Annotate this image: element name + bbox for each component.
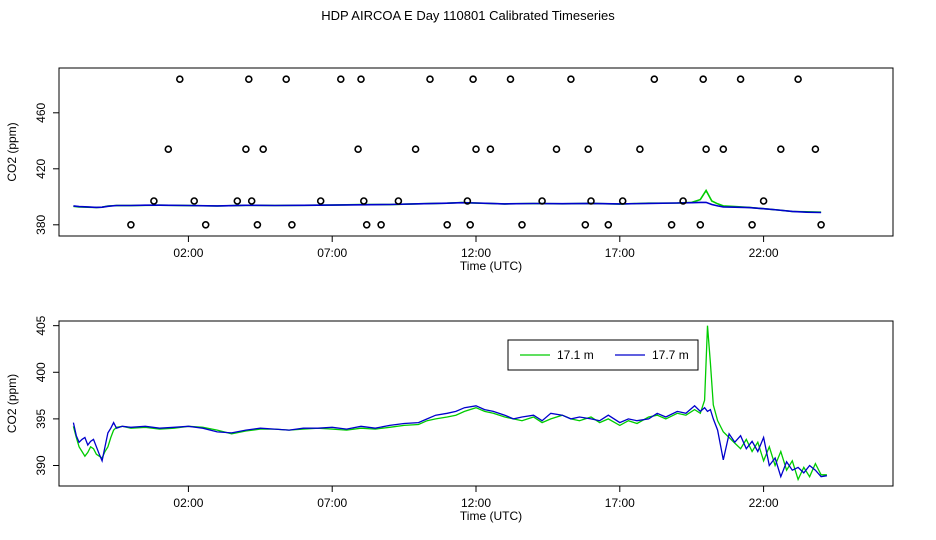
calibration-point: [618, 197, 627, 205]
calibration-point: [127, 221, 135, 229]
calibration-point: [176, 75, 184, 83]
calibration-point: [538, 197, 546, 205]
x-tick-label: 02:00: [173, 496, 203, 510]
calibration-point: [811, 145, 820, 153]
calibration-point: [394, 197, 403, 205]
x-tick-label: 17:00: [605, 496, 635, 510]
calibration-point: [817, 221, 825, 229]
calibration-point: [354, 145, 362, 153]
calibration-point: [776, 145, 785, 153]
calibration-point: [259, 145, 268, 153]
x-tick-label: 22:00: [749, 246, 779, 260]
calibration-point: [463, 197, 472, 205]
calibration-point: [581, 221, 590, 229]
x-axis-title: Time (UTC): [460, 259, 522, 273]
y-tick-label: 405: [34, 315, 48, 335]
calibration-point: [201, 221, 210, 229]
calibration-point: [469, 75, 477, 83]
calibration-point: [466, 221, 475, 229]
x-tick-label: 07:00: [317, 496, 347, 510]
calibration-point: [794, 75, 802, 83]
calibration-point: [233, 197, 242, 205]
calibration-point: [650, 75, 659, 83]
calibration-point: [552, 145, 561, 153]
calibration-point: [696, 221, 705, 229]
calibration-point: [736, 75, 745, 83]
legend-label: 17.1 m: [557, 348, 594, 362]
y-axis-title: CO2 (ppm): [5, 122, 19, 181]
series-line-17-1-m: [72, 325, 827, 482]
calibration-point: [567, 75, 575, 83]
y-tick-label: 380: [34, 214, 48, 234]
calibration-point: [377, 221, 385, 229]
series-line-17-7-m: [72, 404, 828, 479]
x-tick-label: 02:00: [173, 246, 203, 260]
calibration-point: [150, 197, 158, 205]
calibration-point: [667, 221, 676, 229]
y-tick-label: 460: [34, 102, 48, 122]
calibration-point: [242, 145, 250, 153]
x-tick-label: 12:00: [461, 246, 491, 260]
x-tick-label: 07:00: [317, 246, 347, 260]
calibration-point: [518, 221, 526, 229]
x-tick-label: 22:00: [749, 496, 779, 510]
calibration-point: [426, 75, 434, 83]
calibration-point: [486, 145, 495, 153]
y-axis-title: CO2 (ppm): [5, 374, 19, 433]
calibration-point: [316, 197, 325, 205]
y-tick-label: 400: [34, 362, 48, 382]
calibration-point: [282, 75, 291, 83]
calibration-point: [679, 197, 687, 205]
page-title: HDP AIRCOA E Day 110801 Calibrated Times…: [321, 8, 615, 23]
series-line-17-7-m: [73, 201, 822, 214]
calibration-point: [411, 145, 420, 153]
calibration-point: [245, 75, 253, 83]
calibration-point: [247, 197, 256, 205]
calibration-point: [336, 75, 345, 83]
legend-label: 17.7 m: [652, 348, 689, 362]
calibration-point: [748, 221, 756, 229]
calibration-point: [759, 197, 768, 205]
calibration-point: [164, 145, 173, 153]
calibration-point: [719, 145, 728, 153]
calibration-point: [636, 145, 644, 153]
x-axis-title: Time (UTC): [460, 509, 522, 523]
series-line-17-1-m: [73, 188, 822, 213]
calibration-point: [359, 197, 368, 205]
y-tick-label: 420: [34, 158, 48, 178]
bottom-chart: 02:00 07:00 12:00 17:00 22:00 390 395 400 405 Tim…: [5, 315, 894, 523]
calibration-point: [702, 145, 710, 153]
y-tick-label: 390: [34, 455, 48, 475]
calibration-point: [587, 197, 595, 205]
calibration-point: [604, 221, 613, 229]
calibration-point: [190, 197, 198, 205]
calibration-point: [506, 75, 515, 83]
x-tick-label: 12:00: [461, 496, 491, 510]
calibration-point: [584, 145, 593, 153]
calibration-point: [357, 75, 365, 83]
calibration-point: [443, 221, 452, 229]
calibration-point: [288, 221, 296, 229]
top-chart: 02:00 07:00 12:00 17:00 22:00 380 420 460 Time (…: [5, 67, 894, 273]
calibration-point: [362, 221, 371, 229]
calibration-point: [699, 75, 708, 83]
calibration-point: [253, 221, 262, 229]
calibration-point: [472, 145, 480, 153]
y-tick-label: 395: [34, 409, 48, 429]
x-tick-label: 17:00: [605, 246, 635, 260]
